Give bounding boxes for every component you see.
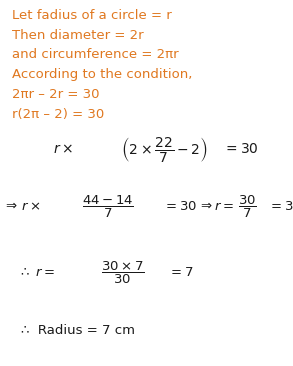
Text: Let fadius of a circle = r: Let fadius of a circle = r: [12, 9, 171, 22]
Text: $\therefore\;r=$: $\therefore\;r=$: [18, 266, 54, 279]
Text: Then diameter = 2r: Then diameter = 2r: [12, 29, 143, 42]
Text: r(2π – 2) = 30: r(2π – 2) = 30: [12, 108, 104, 121]
Text: ∴  Radius = 7 cm: ∴ Radius = 7 cm: [21, 324, 134, 337]
Text: $= 30$: $= 30$: [268, 200, 293, 213]
Text: $\dfrac{30}{7}$: $\dfrac{30}{7}$: [238, 194, 257, 220]
Text: $= 7$: $= 7$: [168, 266, 194, 279]
Text: $\dfrac{44-14}{7}$: $\dfrac{44-14}{7}$: [82, 194, 134, 220]
Text: and circumference = 2πr: and circumference = 2πr: [12, 48, 178, 61]
Text: $\dfrac{30\times7}{30}$: $\dfrac{30\times7}{30}$: [101, 259, 145, 286]
Text: $= 30$: $= 30$: [223, 142, 258, 156]
Text: 2πr – 2r = 30: 2πr – 2r = 30: [12, 88, 99, 101]
Text: According to the condition,: According to the condition,: [12, 68, 192, 81]
Text: $= 30\,\Rightarrow r=$: $= 30\,\Rightarrow r=$: [163, 200, 234, 213]
Text: $\Rightarrow\,r\times$: $\Rightarrow\,r\times$: [3, 200, 41, 213]
Text: $r \times$: $r \times$: [53, 142, 73, 156]
Text: $\left(2\times\dfrac{22}{7}-2\right)$: $\left(2\times\dfrac{22}{7}-2\right)$: [121, 135, 207, 164]
